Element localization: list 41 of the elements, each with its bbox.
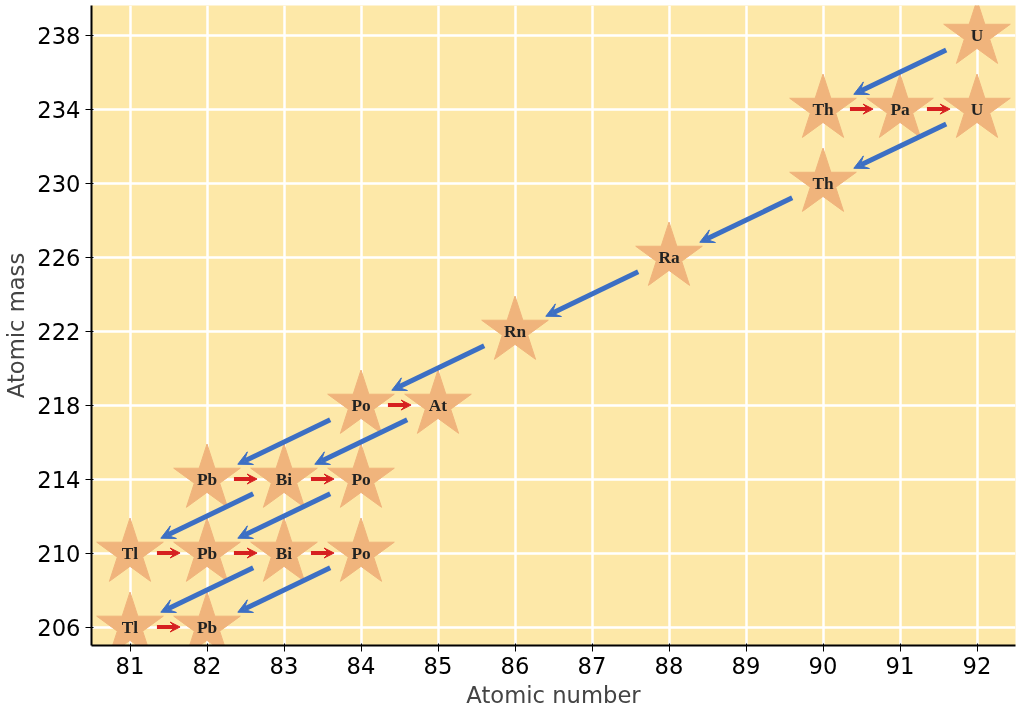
data-label: Po	[351, 395, 371, 415]
x-tick-label: 84	[346, 652, 376, 679]
data-label: At	[428, 395, 448, 415]
data-label: Po	[351, 543, 371, 563]
x-axis-title: Atomic number	[466, 681, 642, 708]
x-tick-label: 86	[500, 652, 530, 679]
x-tick-label: 85	[423, 652, 453, 679]
data-label: Tl	[121, 543, 139, 563]
data-label: Rn	[503, 321, 527, 341]
y-tick-label: 214	[37, 466, 81, 493]
data-label: Po	[351, 469, 371, 489]
data-label: Th	[812, 99, 834, 119]
x-tick-label: 89	[731, 652, 761, 679]
y-tick-label: 238	[37, 22, 81, 49]
x-tick-label: 81	[115, 652, 145, 679]
data-label: Ra	[658, 247, 680, 267]
data-label: Bi	[275, 543, 293, 563]
y-tick-label: 206	[37, 614, 81, 641]
y-tick-label: 230	[37, 170, 81, 197]
x-tick-label: 90	[808, 652, 838, 679]
y-tick-label: 234	[37, 96, 81, 123]
data-label: Pb	[196, 543, 218, 563]
data-label: Bi	[275, 469, 293, 489]
y-tick-label: 218	[37, 392, 81, 419]
x-tick-label: 91	[885, 652, 915, 679]
data-label: Pb	[196, 469, 218, 489]
x-tick-label: 88	[654, 652, 684, 679]
y-axis-title: Atomic mass	[3, 252, 30, 399]
y-tick-label: 226	[37, 244, 81, 271]
data-label: Tl	[121, 617, 139, 637]
data-label: U	[970, 99, 984, 119]
y-tick-label: 222	[37, 318, 81, 345]
x-tick-label: 83	[269, 652, 299, 679]
data-label: Pa	[890, 99, 910, 119]
data-label: U	[970, 25, 984, 45]
y-tick-label: 210	[37, 540, 81, 567]
x-tick-label: 82	[192, 652, 222, 679]
data-label: Th	[812, 173, 834, 193]
x-tick-label: 87	[577, 652, 607, 679]
data-label: Pb	[196, 617, 218, 637]
x-tick-label: 92	[962, 652, 992, 679]
